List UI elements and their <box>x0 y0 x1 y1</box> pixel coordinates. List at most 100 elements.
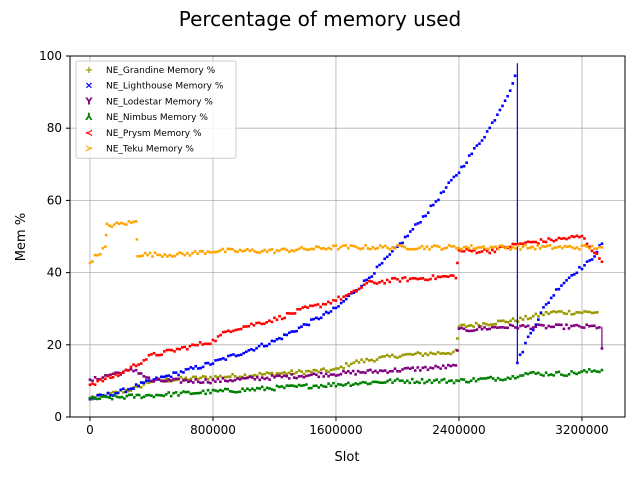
data-point <box>431 352 435 355</box>
data-point <box>549 310 553 314</box>
data-point <box>302 372 306 376</box>
data-point <box>182 379 185 382</box>
data-point <box>572 324 576 327</box>
data-point <box>199 366 202 370</box>
data-point <box>292 384 296 388</box>
legend-item: ≺ NE_Prysm Memory % <box>85 128 202 139</box>
data-point <box>423 247 426 251</box>
data-point <box>504 378 507 381</box>
data-point <box>475 251 479 255</box>
data-point <box>283 247 286 251</box>
data-point <box>93 396 97 400</box>
data-point <box>375 358 379 361</box>
data-point <box>167 391 171 394</box>
data-point <box>376 371 380 374</box>
data-point <box>169 379 173 382</box>
data-point <box>388 280 392 284</box>
data-point <box>162 394 166 398</box>
data-point <box>492 245 495 249</box>
data-point <box>562 311 566 315</box>
data-point <box>367 359 371 362</box>
data-point <box>332 298 335 302</box>
data-point <box>572 235 576 239</box>
data-point <box>216 250 220 253</box>
data-point <box>366 382 370 386</box>
data-point <box>303 305 307 309</box>
data-point <box>479 377 483 380</box>
data-point <box>224 330 228 333</box>
data-point <box>334 299 338 302</box>
data-point <box>287 377 291 380</box>
data-point <box>329 301 333 305</box>
data-point <box>152 380 156 383</box>
data-point <box>521 245 525 249</box>
data-point <box>369 247 372 251</box>
data-point <box>483 326 486 329</box>
data-point <box>457 171 461 175</box>
data-point <box>91 382 94 386</box>
data-point <box>408 367 412 371</box>
data-point <box>462 378 466 381</box>
data-point <box>408 352 412 356</box>
data-point <box>449 274 453 277</box>
data-point <box>383 257 386 261</box>
data-point <box>162 350 166 353</box>
data-point <box>383 281 386 285</box>
data-point <box>391 353 394 357</box>
data-point <box>194 391 198 395</box>
data-point <box>129 389 133 392</box>
data-point <box>593 247 596 251</box>
data-point <box>93 383 97 386</box>
data-point <box>439 191 443 195</box>
data-point <box>204 392 207 396</box>
data-point <box>388 369 392 373</box>
data-point <box>252 349 256 352</box>
data-point <box>595 326 599 330</box>
data-point <box>413 277 417 280</box>
data-point <box>396 377 399 381</box>
data-point <box>403 235 407 239</box>
data-point <box>270 374 274 377</box>
data-point <box>413 369 417 372</box>
data-point <box>297 383 301 387</box>
data-point <box>307 323 311 327</box>
data-point <box>473 146 476 150</box>
data-point <box>283 333 286 336</box>
data-point <box>457 379 461 383</box>
data-point <box>273 374 276 378</box>
data-point <box>268 372 271 375</box>
data-point <box>547 312 550 316</box>
data-point <box>317 386 321 389</box>
data-point <box>578 248 581 251</box>
data-point <box>490 325 494 329</box>
data-point <box>310 318 313 321</box>
data-point <box>460 249 463 253</box>
data-point <box>337 373 340 377</box>
data-point <box>488 327 492 331</box>
data-point <box>470 249 474 253</box>
data-point <box>194 375 198 379</box>
data-point <box>98 393 102 396</box>
data-point <box>136 254 139 258</box>
data-point <box>196 343 199 347</box>
data-point <box>344 371 348 375</box>
data-point <box>352 291 356 295</box>
data-point <box>474 247 478 250</box>
legend-marker-icon: ≻ <box>85 144 93 155</box>
data-point <box>169 394 173 398</box>
data-point <box>134 364 138 368</box>
data-point <box>430 381 434 385</box>
data-point <box>242 351 246 355</box>
data-point <box>359 381 362 385</box>
data-point <box>585 260 589 263</box>
data-point <box>546 244 549 248</box>
data-point <box>146 253 149 257</box>
data-point <box>228 378 232 382</box>
data-point <box>255 346 258 350</box>
data-point <box>110 397 114 401</box>
data-point <box>467 329 471 333</box>
data-point <box>376 380 380 384</box>
data-point <box>278 374 281 377</box>
data-point <box>322 367 325 370</box>
data-point <box>317 317 321 321</box>
